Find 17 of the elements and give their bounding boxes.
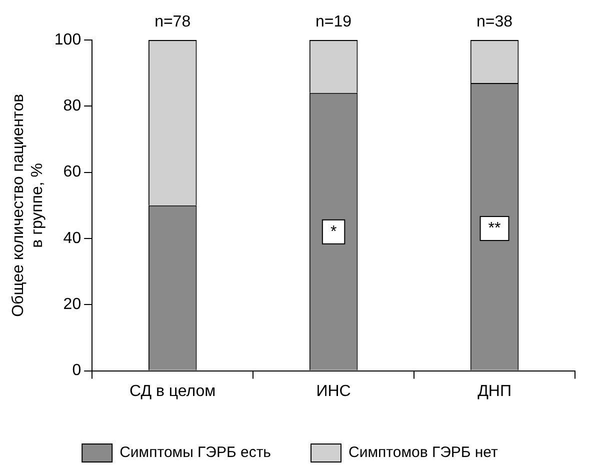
- y-axis-title: Общее количество пациентов в группе, %: [10, 94, 46, 317]
- x-tick-label: ДНП: [478, 382, 512, 400]
- y-tick-label: 80: [63, 98, 82, 115]
- annotation: **: [488, 220, 501, 237]
- y-tick-label: 60: [63, 164, 82, 181]
- annotation: *: [330, 223, 337, 240]
- y-tick-label: 0: [72, 362, 82, 380]
- legend-label: Симптомов ГЭРБ нет: [348, 444, 498, 462]
- text: n=78: [154, 13, 191, 30]
- x-tick-label: СД в целом: [129, 382, 216, 400]
- x-tick-label: ИНС: [316, 382, 351, 400]
- text: n=38: [476, 13, 513, 30]
- y-tick-label: 20: [63, 296, 82, 314]
- y-tick-label: 40: [63, 230, 82, 247]
- legend-label: Симптомы ГЭРБ есть: [120, 444, 272, 462]
- y-tick-label: 100: [54, 31, 82, 48]
- text: n=19: [316, 13, 352, 30]
